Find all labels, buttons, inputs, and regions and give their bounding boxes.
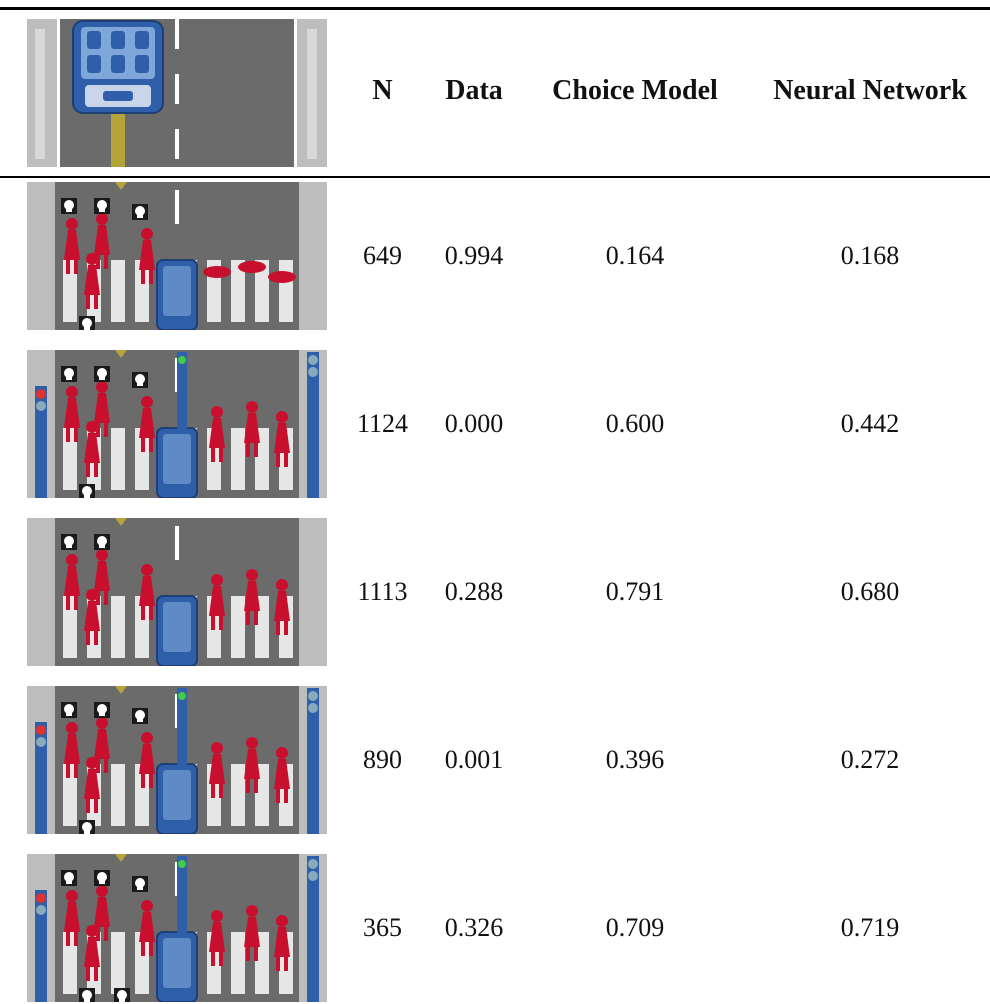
traffic-light-icon — [35, 688, 319, 834]
header-car-thumbnail — [27, 19, 327, 167]
skull-icon — [61, 534, 77, 550]
skull-icon — [94, 870, 110, 886]
cell-neural-network: 0.680 — [840, 577, 900, 606]
scenario-thumbnail — [27, 182, 327, 330]
cell-n: 365 — [363, 913, 402, 942]
skull-icon — [79, 484, 95, 498]
crosswalk-dilemma-scene-icon — [27, 854, 327, 1002]
cell-neural-network: 0.272 — [840, 745, 900, 774]
cell-data: 0.000 — [444, 409, 504, 438]
cell-neural-network: 0.442 — [840, 409, 900, 438]
skull-icon — [61, 870, 77, 886]
header-n: N — [372, 75, 393, 106]
skull-icon — [79, 988, 95, 1002]
cell-data: 0.001 — [444, 745, 504, 774]
skull-icon — [61, 702, 77, 718]
scenario-thumbnail — [27, 350, 327, 498]
header-neural-network: Neural Network — [773, 75, 967, 106]
cell-neural-network: 0.168 — [840, 241, 900, 270]
skull-icon — [132, 876, 148, 892]
skull-icon — [94, 366, 110, 382]
table-header-rule — [0, 176, 990, 178]
skull-icon — [114, 988, 130, 1002]
skull-icon — [61, 198, 77, 214]
crosswalk-dilemma-scene-icon — [27, 182, 327, 330]
crosswalk-dilemma-scene-icon — [27, 350, 327, 498]
skull-icon — [94, 702, 110, 718]
traffic-light-icon — [35, 856, 319, 1002]
cell-choice-model: 0.600 — [605, 409, 665, 438]
scenario-thumbnail — [27, 518, 327, 666]
skull-icon — [61, 366, 77, 382]
cell-neural-network: 0.719 — [840, 913, 900, 942]
cell-choice-model: 0.791 — [605, 577, 665, 606]
cell-n: 890 — [363, 745, 402, 774]
cell-choice-model: 0.164 — [605, 241, 665, 270]
scenario-thumbnail — [27, 854, 327, 1002]
cell-n: 1113 — [357, 577, 408, 606]
cell-data: 0.288 — [444, 577, 504, 606]
cell-n: 1124 — [356, 409, 409, 438]
table-top-rule — [0, 7, 990, 10]
crosswalk-dilemma-scene-icon — [27, 518, 327, 666]
skull-icon — [132, 708, 148, 724]
cell-data: 0.326 — [444, 913, 504, 942]
header-choice-model: Choice Model — [552, 75, 718, 106]
skull-icon — [94, 534, 110, 550]
crosswalk-dilemma-scene-icon — [27, 686, 327, 834]
skull-icon — [132, 204, 148, 220]
skull-icon — [94, 198, 110, 214]
cell-choice-model: 0.396 — [605, 745, 665, 774]
skull-icon — [132, 372, 148, 388]
skull-icon — [79, 316, 95, 330]
skull-icon — [79, 820, 95, 834]
scenario-thumbnail — [27, 686, 327, 834]
header-data: Data — [445, 75, 503, 106]
autonomous-car-top-view-icon — [27, 19, 327, 167]
traffic-light-icon — [35, 352, 319, 498]
cell-n: 649 — [363, 241, 402, 270]
cell-data: 0.994 — [444, 241, 504, 270]
cell-choice-model: 0.709 — [605, 913, 665, 942]
